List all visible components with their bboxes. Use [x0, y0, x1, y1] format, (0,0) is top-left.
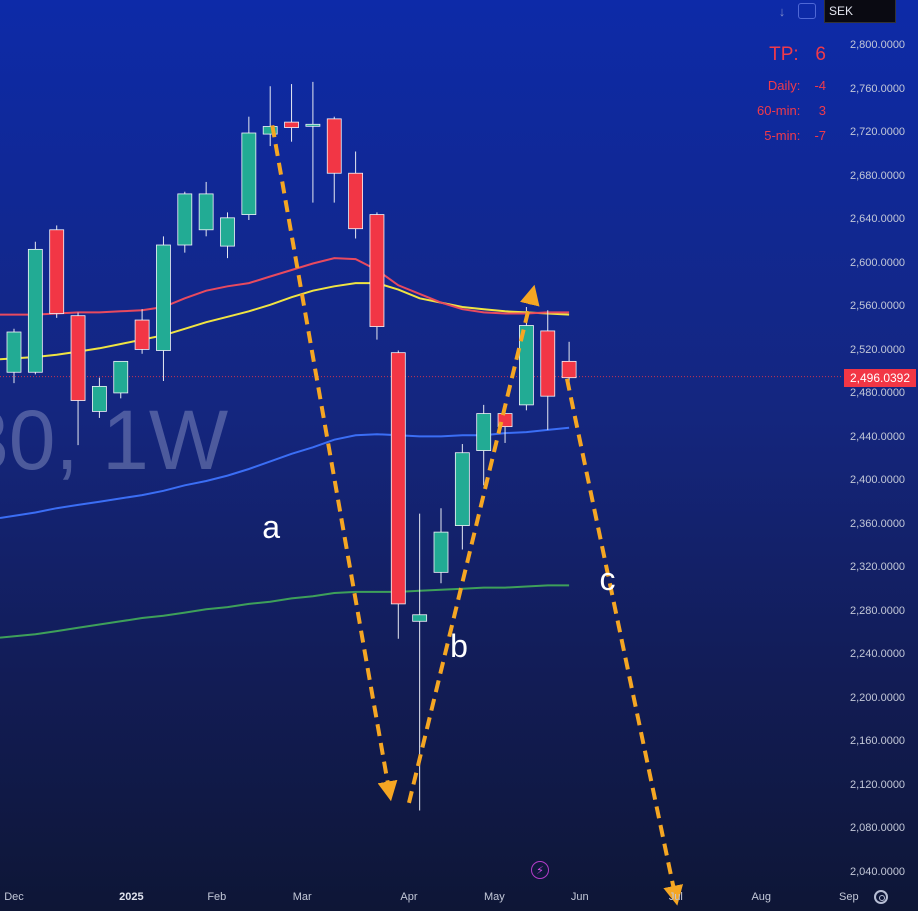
candle-down: [49, 229, 65, 314]
gear-icon[interactable]: [874, 890, 888, 904]
time-axis-label: Jun: [570, 891, 589, 903]
tp-total: TP: 6: [757, 44, 826, 66]
candle-up: [113, 360, 129, 394]
candle-up: [519, 325, 534, 406]
candle-down: [70, 315, 86, 401]
price-axis-label: 2,400.0000: [850, 474, 906, 486]
price-axis-label: 2,240.0000: [850, 648, 906, 660]
candle-down: [540, 330, 556, 397]
candle-down: [326, 118, 342, 174]
price-axis-label: 2,520.0000: [850, 343, 906, 356]
wave-label-a: a: [262, 508, 280, 545]
price-axis-label: 2,760.0000: [850, 82, 906, 95]
price-axis-label: 2,160.0000: [850, 735, 906, 747]
candle-up: [27, 248, 43, 373]
price-axis-label: 2,800.0000: [850, 39, 906, 51]
price-axis-label: 2,640.0000: [850, 213, 906, 225]
candle-down: [561, 360, 577, 379]
tp-row-label: 60-min:: [757, 103, 801, 118]
time-axis-label: Sep: [838, 891, 859, 903]
tp-row-60min: 60-min: 3: [757, 103, 826, 118]
moving-average-line-0: [0, 282, 570, 361]
moving-average-line-3: [0, 584, 570, 639]
time-axis-label: Jul: [668, 891, 683, 903]
price-axis-label: 2,680.0000: [850, 169, 906, 182]
candle-up: [262, 126, 278, 135]
wave-label-b: b: [450, 628, 468, 665]
wave-arrow-2: [565, 378, 684, 906]
price-axis-label: 2,280.0000: [850, 604, 906, 617]
lightning-icon[interactable]: ⚡: [531, 861, 549, 879]
candle-down: [390, 352, 406, 605]
candle-up: [433, 531, 449, 573]
tp-row-value: 3: [818, 103, 826, 118]
chart-toolbar: ↓ SEK: [770, 0, 918, 23]
candle-down: [134, 319, 150, 350]
download-arrow-icon[interactable]: ↓: [778, 3, 786, 19]
tp-panel: TP: 6 Daily: -4 60-min: 3 5-min: -7: [757, 44, 826, 153]
price-axis-label: 2,560.0000: [850, 300, 906, 312]
price-axis-label: 2,200.0000: [850, 691, 906, 704]
candle-up: [241, 132, 257, 215]
wave-arrow-1: [407, 284, 540, 804]
price-axis-label: 2,120.0000: [850, 778, 906, 791]
candle-up: [92, 385, 107, 412]
time-axis-label: Apr: [400, 891, 418, 903]
tp-row-value: -4: [814, 78, 826, 93]
time-axis-label: Dec: [4, 891, 24, 903]
price-axis-label: 2,440.0000: [850, 430, 906, 443]
time-axis-label: Feb: [207, 891, 227, 903]
tp-title-label: TP:: [769, 44, 799, 65]
tp-row-label: 5-min:: [764, 128, 801, 143]
candle-up: [220, 217, 235, 247]
price-axis-label: 2,080.0000: [850, 822, 906, 834]
candle-up: [305, 123, 321, 127]
price-axis-label: 2,600.0000: [850, 256, 906, 269]
tp-row-label: Daily:: [767, 78, 801, 93]
time-axis-label: May: [483, 891, 505, 903]
last-price-tag: 2,496.0392: [844, 369, 916, 387]
fullscreen-icon[interactable]: [798, 3, 816, 19]
price-axis-label: 2,320.0000: [850, 561, 906, 573]
candle-down: [348, 172, 364, 230]
price-axis-label: 2,360.0000: [850, 517, 906, 530]
wave-label-c: c: [599, 561, 616, 598]
price-axis-label: 2,720.0000: [850, 126, 906, 138]
tp-title-value: 6: [815, 44, 826, 65]
candle-up: [476, 413, 492, 451]
moving-average-line-1: [0, 257, 570, 316]
candle-down: [369, 214, 385, 327]
candle-up: [177, 193, 193, 246]
price-axis-label: 2,480.0000: [850, 387, 906, 399]
candle-up: [412, 614, 428, 622]
candle-up: [156, 244, 171, 351]
candle-up: [198, 193, 214, 231]
time-axis-label: Aug: [751, 891, 772, 903]
time-axis-label: Mar: [292, 891, 312, 903]
candle-down: [284, 121, 299, 128]
time-axis-label: 2025: [119, 891, 144, 903]
tp-row-daily: Daily: -4: [757, 78, 826, 93]
tp-row-value: -7: [814, 128, 826, 143]
currency-selector[interactable]: SEK: [824, 0, 896, 23]
candle-up: [454, 452, 470, 526]
candle-up: [6, 331, 22, 373]
symbol-watermark: 30, 1W: [0, 393, 229, 487]
price-axis-label: 2,040.0000: [850, 865, 906, 878]
tp-row-5min: 5-min: -7: [757, 128, 826, 143]
